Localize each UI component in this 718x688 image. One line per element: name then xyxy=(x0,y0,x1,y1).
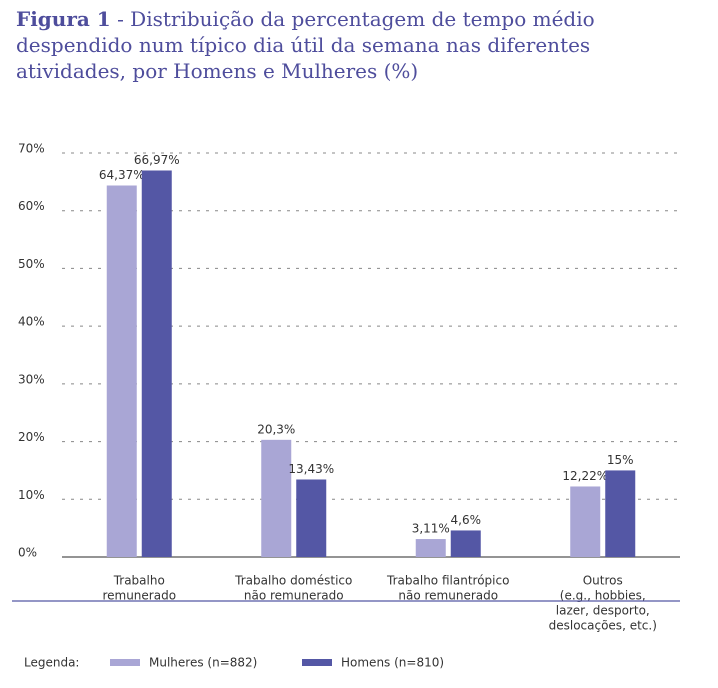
legend-swatch xyxy=(302,659,332,666)
value-label: 64,37% xyxy=(99,168,145,182)
legend-label: Mulheres (n=882) xyxy=(149,656,257,670)
legend-swatch xyxy=(110,659,140,666)
x-tick-label: Outros xyxy=(583,574,623,588)
value-label: 66,97% xyxy=(134,153,180,167)
bar xyxy=(605,470,636,557)
value-label: 3,11% xyxy=(412,522,450,536)
x-tick-label: Trabalho xyxy=(113,574,165,588)
legend-label: Homens (n=810) xyxy=(341,656,444,670)
value-label: 20,3% xyxy=(257,422,295,436)
y-tick-label: 70% xyxy=(18,142,45,156)
x-tick-label: remunerado xyxy=(102,589,176,603)
bar xyxy=(141,170,172,557)
y-tick-label: 20% xyxy=(18,430,45,444)
title-text: - Distribuição da percentagem de tempo m… xyxy=(16,7,595,83)
x-tick-label: não remunerado xyxy=(398,589,498,603)
x-tick-label: lazer, desporto, xyxy=(556,604,650,618)
x-tick-label: (e.g., hobbies, xyxy=(560,589,646,603)
x-tick-label: Trabalho filantrópico xyxy=(386,574,509,588)
y-tick-label: 0% xyxy=(18,546,37,560)
value-label: 4,6% xyxy=(451,513,482,527)
x-tick-label: deslocações, etc.) xyxy=(549,619,657,633)
value-label: 15% xyxy=(607,453,634,467)
y-tick-label: 10% xyxy=(18,488,45,502)
bar xyxy=(415,539,446,557)
x-tick-label: Trabalho doméstico xyxy=(234,574,352,588)
bar xyxy=(261,439,292,557)
value-label: 12,22% xyxy=(562,469,608,483)
value-label: 13,43% xyxy=(288,462,334,476)
bar xyxy=(570,486,601,557)
y-tick-label: 30% xyxy=(18,372,45,386)
bar xyxy=(450,530,481,557)
bar xyxy=(106,185,137,557)
legend-title: Legenda: xyxy=(24,656,79,670)
title-bold: Figura 1 xyxy=(16,7,111,31)
y-tick-label: 40% xyxy=(18,315,45,329)
y-tick-label: 60% xyxy=(18,199,45,213)
bar xyxy=(296,479,327,557)
chart-title: Figura 1 - Distribuição da percentagem d… xyxy=(16,6,616,84)
x-tick-label: não remunerado xyxy=(244,589,344,603)
y-tick-label: 50% xyxy=(18,257,45,271)
